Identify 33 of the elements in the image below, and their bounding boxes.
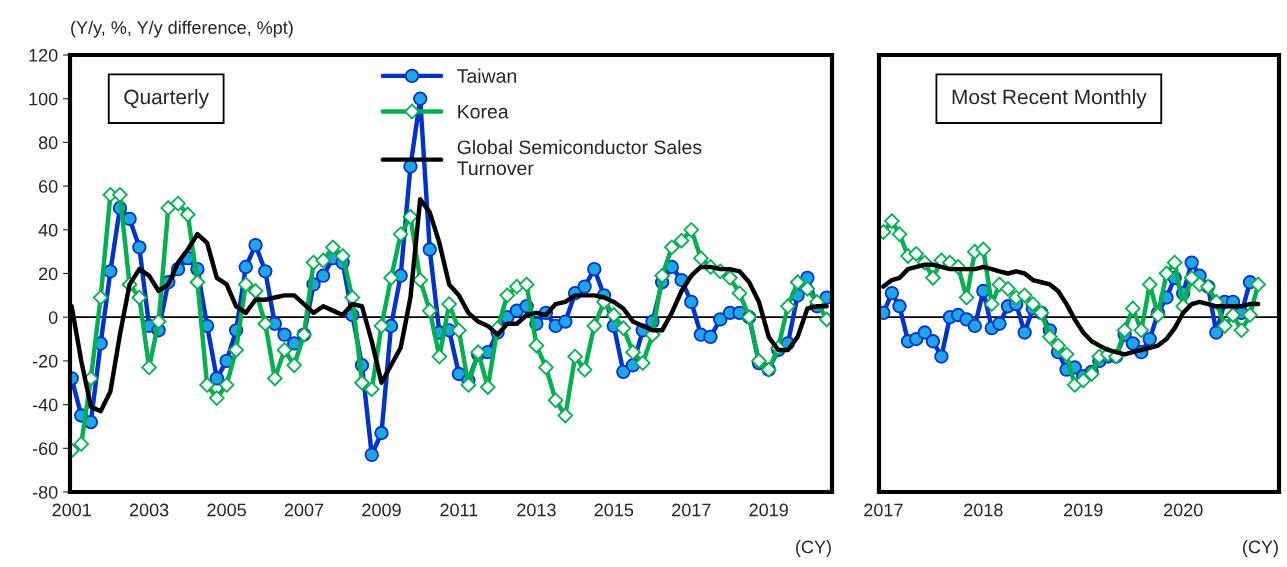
x-tick-label: 2020 bbox=[1164, 503, 1203, 517]
x-axis-title: (CY) bbox=[796, 540, 831, 557]
y-tick-label: -60 bbox=[32, 442, 58, 456]
y-tick-label: 40 bbox=[38, 223, 58, 237]
y-tick-label: 100 bbox=[29, 92, 58, 106]
legend-label: Taiwan bbox=[457, 68, 516, 83]
x-axis-title: (CY) bbox=[1243, 540, 1278, 557]
y-axis-title: (Y/y, %, Y/y difference, %pt) bbox=[71, 20, 293, 38]
x-tick-label: 2005 bbox=[207, 503, 246, 517]
x-tick-label: 2011 bbox=[440, 503, 478, 517]
x-tick-label: 2017 bbox=[672, 503, 711, 517]
y-tick-label: 80 bbox=[38, 136, 58, 150]
x-tick-label: 2009 bbox=[362, 503, 401, 517]
y-tick-label: 120 bbox=[29, 48, 58, 62]
x-tick-label: 2019 bbox=[1064, 503, 1103, 517]
x-tick-label: 2019 bbox=[749, 503, 788, 517]
y-tick-label: -40 bbox=[32, 398, 58, 412]
text: Quarterly bbox=[124, 88, 209, 109]
x-tick-label: 2013 bbox=[517, 503, 556, 517]
x-tick-label: 2001 bbox=[52, 503, 91, 517]
y-tick-label: 20 bbox=[39, 267, 58, 281]
legend-label: Global Semiconductor Sales Turnover bbox=[457, 139, 702, 176]
x-tick-label: 2007 bbox=[284, 503, 324, 517]
x-tick-label: 2018 bbox=[964, 503, 1003, 517]
x-tick-label: 2017 bbox=[864, 503, 903, 517]
text: Most Recent Monthly bbox=[952, 88, 1147, 109]
y-tick-label: -80 bbox=[32, 485, 58, 499]
y-tick-label: 0 bbox=[48, 311, 58, 324]
x-tick-label: 2015 bbox=[594, 503, 634, 517]
x-tick-label: 2003 bbox=[129, 503, 169, 517]
y-tick-label: -20 bbox=[32, 354, 58, 368]
legend-label: Korea bbox=[458, 104, 509, 119]
y-tick-label: 60 bbox=[39, 180, 58, 193]
